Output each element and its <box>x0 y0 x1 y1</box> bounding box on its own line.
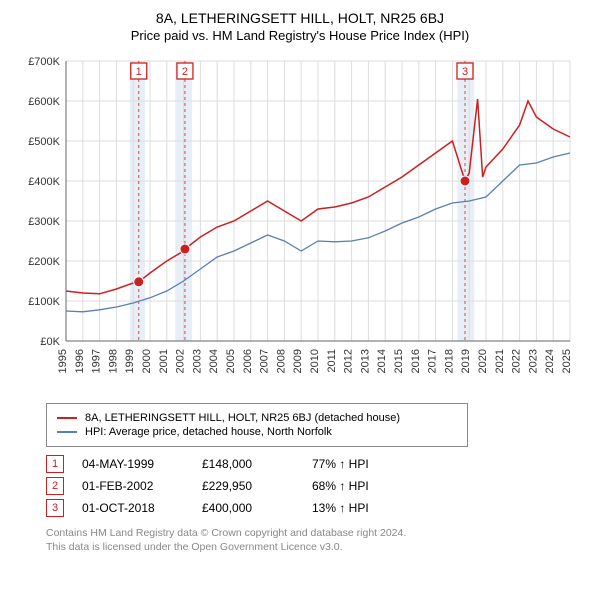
svg-text:2015: 2015 <box>393 349 405 373</box>
svg-text:2023: 2023 <box>527 349 539 373</box>
svg-text:3: 3 <box>462 66 468 78</box>
chart-subtitle: Price paid vs. HM Land Registry's House … <box>10 28 590 43</box>
svg-text:2018: 2018 <box>443 349 455 373</box>
sale-marker: 1 <box>46 455 64 473</box>
svg-text:2016: 2016 <box>410 349 422 373</box>
sales-row: 3 01-OCT-2018£400,00013% ↑ HPI <box>46 499 570 517</box>
svg-text:2020: 2020 <box>477 349 489 373</box>
svg-text:£300K: £300K <box>28 216 60 228</box>
svg-text:2007: 2007 <box>259 349 271 373</box>
svg-text:2006: 2006 <box>242 349 254 373</box>
sales-table: 1 04-MAY-1999£148,00077% ↑ HPI 2 01-FEB-200… <box>46 455 570 517</box>
svg-text:1995: 1995 <box>57 349 69 373</box>
title-block: 8A, LETHERINGSETT HILL, HOLT, NR25 6BJ P… <box>10 10 590 43</box>
sale-pct: 13% ↑ HPI <box>312 501 422 515</box>
svg-text:2017: 2017 <box>427 349 439 373</box>
sale-date: 01-FEB-2002 <box>82 479 202 493</box>
legend-label: 8A, LETHERINGSETT HILL, HOLT, NR25 6BJ (… <box>85 412 400 424</box>
svg-text:2019: 2019 <box>460 349 472 373</box>
chart-svg: £0K £100K £200K £300K £400K £500K £600K £700K 19… <box>20 51 580 391</box>
svg-text:2011: 2011 <box>326 349 338 373</box>
svg-text:1998: 1998 <box>107 349 119 373</box>
chart-title-address: 8A, LETHERINGSETT HILL, HOLT, NR25 6BJ <box>10 10 590 26</box>
sales-row: 1 04-MAY-1999£148,00077% ↑ HPI <box>46 455 570 473</box>
svg-text:2014: 2014 <box>376 349 388 373</box>
sale-price: £148,000 <box>202 457 312 471</box>
svg-text:1997: 1997 <box>91 349 103 373</box>
svg-text:2: 2 <box>182 66 188 78</box>
sale-date: 04-MAY-1999 <box>82 457 202 471</box>
svg-text:1999: 1999 <box>124 349 136 373</box>
svg-text:2025: 2025 <box>561 349 573 373</box>
svg-text:£400K: £400K <box>28 176 60 188</box>
svg-text:2001: 2001 <box>158 349 170 373</box>
legend-swatch <box>57 431 77 433</box>
sale-date: 01-OCT-2018 <box>82 501 202 515</box>
legend-row: 8A, LETHERINGSETT HILL, HOLT, NR25 6BJ (… <box>57 412 457 424</box>
svg-text:2010: 2010 <box>309 349 321 373</box>
sale-pct: 68% ↑ HPI <box>312 479 422 493</box>
sale-pct: 77% ↑ HPI <box>312 457 422 471</box>
svg-text:£100K: £100K <box>28 296 60 308</box>
svg-text:2013: 2013 <box>359 349 371 373</box>
sale-price: £400,000 <box>202 501 312 515</box>
footnote-line-1: Contains HM Land Registry data © Crown c… <box>46 527 570 541</box>
svg-text:£700K: £700K <box>28 56 60 68</box>
svg-text:2024: 2024 <box>544 349 556 373</box>
chart-area: £0K £100K £200K £300K £400K £500K £600K £700K 19… <box>20 51 580 391</box>
svg-text:£200K: £200K <box>28 256 60 268</box>
footnote: Contains HM Land Registry data © Crown c… <box>46 527 570 554</box>
svg-text:2002: 2002 <box>175 349 187 373</box>
sale-price: £229,950 <box>202 479 312 493</box>
svg-text:2022: 2022 <box>511 349 523 373</box>
svg-text:2021: 2021 <box>494 349 506 373</box>
legend-label: HPI: Average price, detached house, Nort… <box>85 426 332 438</box>
legend-box: 8A, LETHERINGSETT HILL, HOLT, NR25 6BJ (… <box>46 403 468 447</box>
svg-text:2000: 2000 <box>141 349 153 373</box>
footnote-line-2: This data is licensed under the Open Gov… <box>46 541 570 555</box>
svg-text:2004: 2004 <box>208 349 220 373</box>
legend-row: HPI: Average price, detached house, Nort… <box>57 426 457 438</box>
legend-swatch <box>57 417 77 419</box>
svg-text:2009: 2009 <box>292 349 304 373</box>
sales-row: 2 01-FEB-2002£229,95068% ↑ HPI <box>46 477 570 495</box>
svg-text:£0K: £0K <box>40 336 60 348</box>
svg-text:£600K: £600K <box>28 96 60 108</box>
svg-text:2003: 2003 <box>191 349 203 373</box>
sale-marker: 3 <box>46 499 64 517</box>
svg-text:2008: 2008 <box>275 349 287 373</box>
svg-text:1: 1 <box>136 66 142 78</box>
svg-text:2005: 2005 <box>225 349 237 373</box>
svg-text:£500K: £500K <box>28 136 60 148</box>
sale-marker: 2 <box>46 477 64 495</box>
svg-text:1996: 1996 <box>74 349 86 373</box>
svg-text:2012: 2012 <box>343 349 355 373</box>
